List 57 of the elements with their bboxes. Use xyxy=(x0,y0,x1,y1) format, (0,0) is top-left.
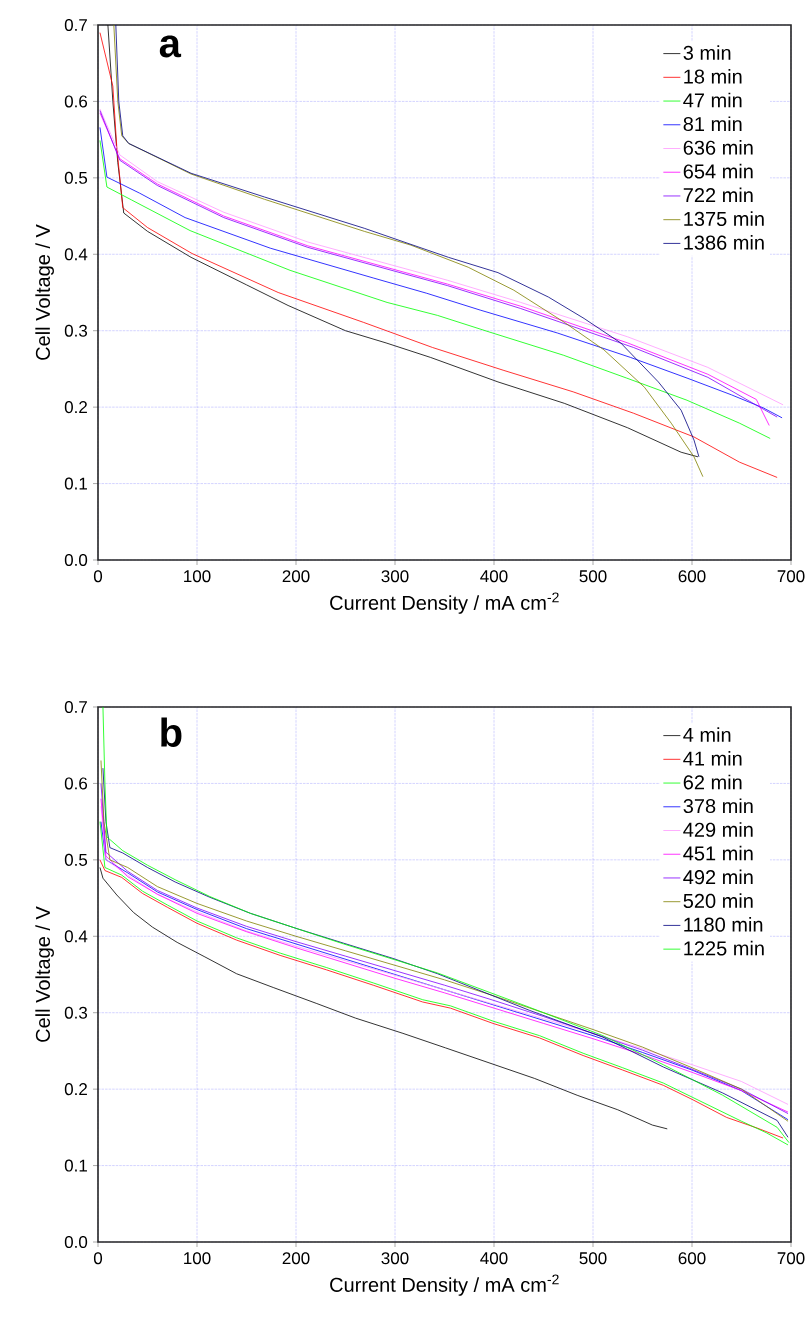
x-tick-label: 0 xyxy=(93,570,103,583)
y-tick-label: 0.1 xyxy=(64,477,87,490)
legend-label: 3 min xyxy=(683,45,731,60)
legend-label: 451 min xyxy=(683,845,753,861)
y-tick-label: 0.1 xyxy=(64,1159,87,1172)
x-tick-label: 100 xyxy=(184,1252,211,1265)
x-tick-label: 600 xyxy=(678,570,706,583)
x-tick-label: 500 xyxy=(579,570,607,583)
x-axis-title: Current Density / mA cm$^{-2}$ xyxy=(330,592,559,614)
x-tick-label: 200 xyxy=(282,570,310,583)
legend-label: 41 min xyxy=(683,750,742,766)
legend-label: 654 min xyxy=(683,163,753,179)
legend-label: 520 min xyxy=(683,893,753,909)
legend-label: 636 min xyxy=(683,140,753,155)
y-tick-label: 0.6 xyxy=(64,95,88,108)
x-tick-label: 500 xyxy=(579,1252,607,1265)
y-tick-label: 0.5 xyxy=(64,853,88,866)
x-tick-label: 300 xyxy=(381,1252,409,1265)
legend-label: 429 min xyxy=(683,822,753,837)
x-tick-label: 400 xyxy=(480,570,508,583)
legend-label: 18 min xyxy=(684,68,742,84)
legend-label: 1225 min xyxy=(684,940,764,956)
annotation: a xyxy=(159,35,182,58)
y-tick-label: 0.4 xyxy=(64,930,88,943)
legend-label: 1180 min xyxy=(684,917,763,932)
legend-label: 4 min xyxy=(683,727,731,742)
y-tick-label: 0.4 xyxy=(64,248,88,261)
y-tick-label: 0.2 xyxy=(64,1083,87,1096)
annotation: b xyxy=(161,717,182,747)
y-tick-label: 0.7 xyxy=(64,700,87,714)
legend-label: 492 min xyxy=(683,869,753,885)
y-axis-title: Cell Voltage / V xyxy=(35,224,54,360)
legend-label: 1375 min xyxy=(684,211,764,227)
legend-label: 62 min xyxy=(683,774,742,790)
legend-label: 47 min xyxy=(683,92,742,108)
y-tick-label: 0.7 xyxy=(64,18,87,32)
x-tick-label: 0 xyxy=(93,1252,103,1265)
x-tick-label: 700 xyxy=(777,1252,805,1265)
legend-label: 81 min xyxy=(683,116,742,132)
x-tick-label: 100 xyxy=(184,570,211,583)
y-tick-label: 0.5 xyxy=(64,171,88,184)
x-tick-label: 400 xyxy=(480,1252,508,1265)
y-tick-label: 0.3 xyxy=(64,324,88,337)
legend-label: 1386 min xyxy=(684,235,764,250)
y-axis-title: Cell Voltage / V xyxy=(35,906,54,1042)
y-tick-label: 0.2 xyxy=(64,401,87,414)
x-tick-label: 700 xyxy=(777,570,805,583)
y-tick-label: 0.0 xyxy=(64,553,88,567)
x-tick-label: 300 xyxy=(381,570,409,583)
y-tick-label: 0.3 xyxy=(64,1006,88,1019)
x-tick-label: 200 xyxy=(282,1252,310,1265)
legend-label: 722 min xyxy=(683,187,753,203)
y-tick-label: 0.0 xyxy=(64,1235,88,1249)
y-tick-label: 0.6 xyxy=(64,777,88,790)
x-axis-title: Current Density / mA cm$^{-2}$ xyxy=(330,1274,559,1296)
x-tick-label: 600 xyxy=(678,1252,706,1265)
legend-label: 378 min xyxy=(683,798,753,814)
